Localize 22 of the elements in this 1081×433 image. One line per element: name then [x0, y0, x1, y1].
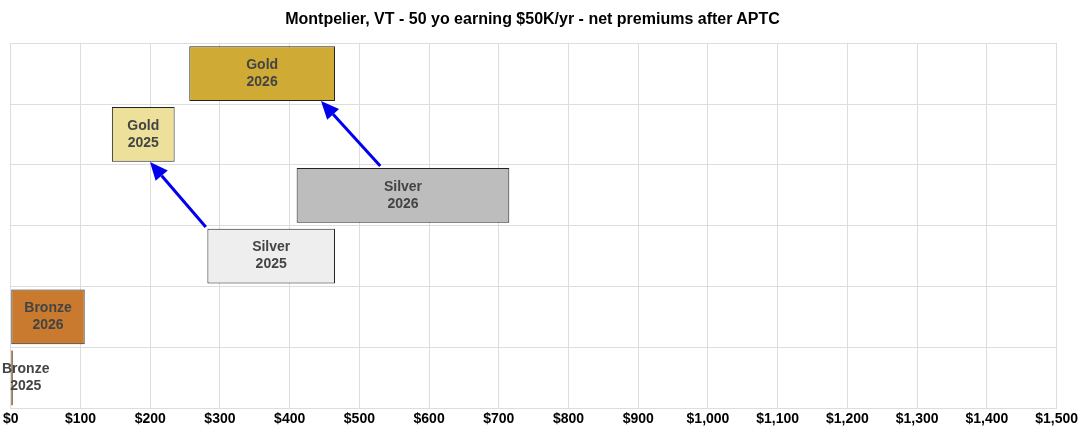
x-tick-label: $500 — [343, 410, 376, 427]
x-tick-label: $600 — [413, 410, 445, 427]
y-tick-label: Silver 2025 — [252, 238, 291, 272]
y-tick-label: Gold 2026 — [246, 55, 279, 89]
y-tick-label: Silver 2026 — [383, 177, 423, 211]
x-tick-label: $1,100 — [756, 410, 800, 427]
x-tick-label: $0 — [3, 410, 19, 427]
x-tick-label: $1,400 — [965, 410, 1009, 427]
x-tick-label: $300 — [204, 410, 236, 427]
x-tick-label: $1,500 — [1035, 410, 1079, 427]
chart-title: Montpelier, VT - 50 yo earning $50K/yr - net premiums after APTC — [285, 10, 781, 28]
y-tick-label: Bronze 2026 — [24, 299, 72, 333]
x-tick-label: $100 — [64, 410, 97, 427]
x-tick-label: $1,000 — [686, 410, 730, 427]
x-tick-label: $700 — [483, 410, 515, 427]
x-tick-label: $400 — [274, 410, 306, 427]
x-tick-label: $1,200 — [826, 410, 870, 427]
x-tick-label: $200 — [134, 410, 167, 427]
x-tick-label: $1,300 — [895, 410, 939, 427]
x-tick-label: $900 — [622, 410, 655, 427]
x-tick-label: $800 — [552, 410, 585, 427]
y-tick-label: Gold 2025 — [127, 116, 160, 150]
